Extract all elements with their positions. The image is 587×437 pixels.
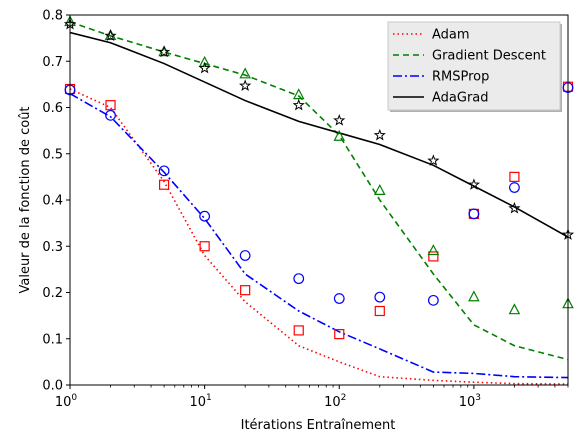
- x-axis-label: Itérations Entraînement: [241, 418, 396, 433]
- legend-label-adam: Adam: [432, 28, 470, 43]
- data-point-adagrad: [467, 178, 481, 190]
- data-point-adam: [374, 305, 385, 317]
- data-point-gradient-descent: [158, 45, 170, 57]
- legend-label-adagrad: AdaGrad: [432, 91, 489, 106]
- legend-label-gradient-descent: Gradient Descent: [432, 49, 546, 64]
- legend-label-rmsprop: RMSProp: [432, 70, 489, 85]
- x-tick-exponent: 1: [206, 393, 212, 403]
- data-point-gradient-descent: [427, 244, 440, 256]
- data-point-adam: [159, 179, 170, 190]
- data-point-rmsprop: [468, 208, 480, 220]
- data-point-adagrad: [427, 154, 440, 166]
- y-tick-label: 0.0: [42, 379, 63, 394]
- series-layer: [70, 21, 568, 385]
- series-line-adagrad: [70, 31, 568, 238]
- data-point-rmsprop: [105, 109, 116, 121]
- x-axis: 100 101 102 103: [55, 385, 569, 410]
- data-point-adam: [334, 329, 345, 340]
- data-point-adagrad: [508, 201, 521, 214]
- data-point-gradient-descent: [508, 303, 521, 315]
- data-point-adam: [199, 241, 210, 252]
- x-tick-exponent: 0: [71, 393, 77, 403]
- x-tick-label: 102: [324, 393, 346, 410]
- legend: Adam Gradient Descent RMSProp AdaGrad: [387, 21, 562, 112]
- data-point-adagrad: [292, 98, 305, 111]
- x-tick-exponent: 3: [475, 393, 481, 403]
- y-tick-label: 0.8: [42, 9, 63, 24]
- data-point-gradient-descent: [468, 290, 480, 302]
- data-point-gradient-descent: [198, 55, 211, 67]
- y-tick-label: 0.4: [42, 194, 63, 209]
- data-point-gradient-descent: [104, 29, 117, 41]
- y-tick-label: 0.7: [42, 55, 63, 70]
- data-point-rmsprop: [374, 291, 386, 303]
- x-tick-base: 10: [459, 395, 476, 410]
- data-point-gradient-descent: [333, 129, 346, 141]
- y-axis: 0.0 0.1 0.2 0.3 0.4 0.5 0.6 0.7 0.8: [42, 9, 70, 394]
- y-tick-label: 0.2: [42, 286, 63, 301]
- data-point-rmsprop: [427, 294, 439, 306]
- data-point-rmsprop: [293, 273, 305, 285]
- data-point-rmsprop: [333, 293, 345, 304]
- data-point-gradient-descent: [239, 67, 251, 79]
- x-tick-exponent: 2: [341, 393, 347, 403]
- y-tick-label: 0.3: [42, 240, 63, 255]
- legend-box: [387, 21, 561, 111]
- series-line-rmsprop: [70, 92, 568, 379]
- data-point-adagrad: [239, 79, 252, 91]
- data-point-adam: [240, 285, 251, 296]
- data-point-adam: [428, 251, 439, 262]
- y-tick-label: 0.6: [42, 101, 63, 116]
- x-tick-label: 103: [459, 393, 481, 410]
- data-point-adagrad: [104, 29, 117, 42]
- data-point-adam: [293, 325, 304, 336]
- data-point-adagrad: [333, 114, 346, 126]
- data-point-adam: [105, 100, 116, 111]
- data-point-adagrad: [157, 45, 171, 58]
- data-point-rmsprop: [158, 165, 170, 177]
- x-tick-base: 10: [55, 395, 72, 410]
- data-point-gradient-descent: [373, 183, 386, 195]
- data-point-adagrad: [373, 128, 386, 141]
- y-tick-label: 0.1: [42, 332, 63, 347]
- data-point-rmsprop: [239, 250, 251, 261]
- x-tick-label: 100: [55, 393, 78, 410]
- x-tick-base: 10: [324, 395, 341, 410]
- data-point-adam: [509, 171, 520, 182]
- data-point-adagrad: [198, 61, 211, 74]
- x-tick-base: 10: [189, 395, 206, 410]
- x-tick-label: 101: [189, 393, 211, 410]
- y-tick-label: 0.5: [42, 147, 63, 162]
- data-point-gradient-descent: [292, 88, 305, 100]
- y-axis-label: Valeur de la fonction de coût: [18, 106, 33, 293]
- data-point-rmsprop: [199, 210, 211, 222]
- marker-layer: [63, 15, 575, 340]
- data-point-rmsprop: [509, 182, 520, 193]
